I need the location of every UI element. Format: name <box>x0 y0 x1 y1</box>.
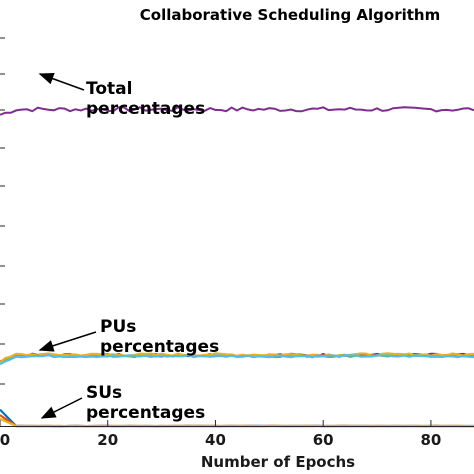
x-tick-label: 60 <box>313 431 334 449</box>
annotation-arrow <box>38 72 85 91</box>
annotation-label: SUs <box>86 383 122 403</box>
series-line <box>0 353 474 366</box>
series-line <box>0 352 474 363</box>
x-tick-label: 20 <box>97 431 118 449</box>
series-line <box>0 106 474 116</box>
axis-layer: 0 20 40 60 80 <box>0 37 474 449</box>
annotation-layer: TotalpercentagesPUspercentagesSUspercent… <box>38 72 219 423</box>
annotation-label: percentages <box>100 337 219 357</box>
x-tick-label: 80 <box>420 431 441 449</box>
annotation-label: percentages <box>86 403 205 423</box>
annotation-arrow <box>40 397 83 419</box>
annotation-label: percentages <box>86 99 205 119</box>
x-axis-label: Number of Epochs <box>201 453 355 471</box>
x-tick-label: 0 <box>0 431 10 449</box>
series-line <box>0 408 474 428</box>
annotation-label: PUs <box>100 317 136 337</box>
series-line <box>0 417 474 428</box>
series-line <box>0 414 474 428</box>
annotation-label: Total <box>86 79 132 99</box>
annotation-arrow <box>38 331 97 352</box>
chart-title: Collaborative Scheduling Algorithm <box>140 6 440 24</box>
x-tick-label: 40 <box>205 431 226 449</box>
series-layer <box>0 106 474 428</box>
